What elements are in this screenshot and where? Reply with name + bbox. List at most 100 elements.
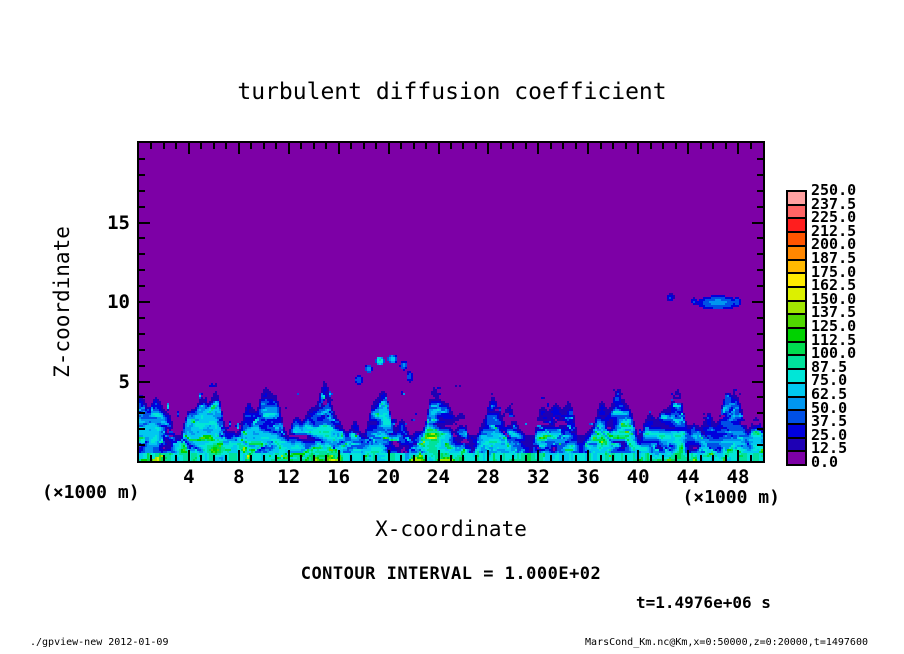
- tick-mark: [587, 143, 589, 154]
- x-tick-label: 44: [676, 466, 700, 488]
- tick-mark: [300, 143, 302, 149]
- tick-mark: [752, 301, 763, 303]
- colorbar-level-label: 87.5: [811, 357, 848, 376]
- tick-mark: [275, 455, 277, 461]
- tick-mark: [757, 206, 763, 208]
- tick-mark: [413, 143, 415, 149]
- colorbar-level-label: 100.0: [811, 344, 857, 363]
- tick-mark: [338, 143, 340, 154]
- colorbar-level-label: 175.0: [811, 262, 857, 281]
- footer-program-stamp: ./gpview-new 2012-01-09: [30, 637, 169, 648]
- tick-mark: [512, 455, 514, 461]
- x-tick-label: 40: [626, 466, 650, 488]
- tick-mark: [139, 301, 150, 303]
- tick-mark: [687, 450, 689, 461]
- tick-mark: [600, 455, 602, 461]
- colorbar-level-label: 200.0: [811, 235, 857, 254]
- colorbar-cell: [788, 327, 805, 341]
- tick-mark: [288, 143, 290, 154]
- tick-mark: [450, 455, 452, 461]
- tick-mark: [712, 455, 714, 461]
- x-tick-label: 4: [183, 466, 195, 488]
- tick-mark: [163, 455, 165, 461]
- tick-mark: [757, 174, 763, 176]
- tick-mark: [238, 450, 240, 461]
- tick-mark: [725, 143, 727, 149]
- x-tick-label: 16: [327, 466, 351, 488]
- tick-mark: [737, 143, 739, 154]
- tick-mark: [263, 455, 265, 461]
- colorbar-level-label: 150.0: [811, 289, 857, 308]
- tick-mark: [300, 455, 302, 461]
- tick-mark: [757, 349, 763, 351]
- tick-mark: [139, 285, 145, 287]
- tick-mark: [712, 143, 714, 149]
- tick-mark: [139, 381, 150, 383]
- colorbar: [786, 190, 807, 466]
- tick-mark: [752, 381, 763, 383]
- tick-mark: [737, 450, 739, 461]
- tick-mark: [757, 428, 763, 430]
- colorbar-cell: [788, 244, 805, 259]
- heatmap-canvas: [139, 143, 763, 461]
- tick-mark: [375, 455, 377, 461]
- tick-mark: [550, 143, 552, 149]
- x-tick-label: 32: [526, 466, 550, 488]
- tick-mark: [139, 349, 145, 351]
- tick-mark: [413, 455, 415, 461]
- tick-mark: [550, 455, 552, 461]
- colorbar-cell: [788, 340, 805, 355]
- colorbar-level-label: 0.0: [811, 453, 839, 471]
- tick-mark: [150, 143, 152, 149]
- tick-mark: [700, 143, 702, 149]
- tick-mark: [438, 143, 440, 154]
- tick-mark: [752, 222, 763, 224]
- x-tick-label: 28: [476, 466, 500, 488]
- tick-mark: [139, 333, 145, 335]
- tick-mark: [757, 396, 763, 398]
- x-axis-units: (×1000 m): [682, 487, 780, 508]
- colorbar-level-label: 162.5: [811, 276, 857, 295]
- tick-mark: [687, 143, 689, 154]
- tick-mark: [725, 455, 727, 461]
- colorbar-cell: [788, 395, 805, 410]
- tick-mark: [338, 450, 340, 461]
- tick-mark: [487, 143, 489, 154]
- tick-mark: [612, 143, 614, 149]
- y-tick-label: 10: [107, 291, 130, 313]
- tick-mark: [757, 253, 763, 255]
- tick-mark: [313, 143, 315, 149]
- tick-mark: [450, 143, 452, 149]
- tick-mark: [139, 269, 145, 271]
- tick-mark: [462, 455, 464, 461]
- tick-mark: [150, 455, 152, 461]
- y-tick-label: 5: [118, 370, 130, 393]
- colorbar-level-label: 12.5: [811, 439, 848, 458]
- x-tick-label: 24: [427, 466, 450, 488]
- colorbar-cell: [788, 436, 805, 451]
- tick-mark: [512, 143, 514, 149]
- tick-mark: [700, 455, 702, 461]
- tick-mark: [139, 396, 145, 398]
- x-tick-label: 8: [233, 466, 245, 488]
- tick-mark: [500, 455, 502, 461]
- colorbar-level-label: 37.5: [811, 412, 848, 431]
- tick-mark: [388, 143, 390, 154]
- colorbar-cell: [788, 299, 805, 314]
- colorbar-level-label: 187.5: [811, 249, 857, 267]
- contour-interval-note: CONTOUR INTERVAL = 1.000E+02: [300, 564, 602, 584]
- tick-mark: [139, 222, 150, 224]
- tick-mark: [757, 333, 763, 335]
- tick-mark: [175, 143, 177, 149]
- colorbar-level-label: 62.5: [811, 385, 848, 403]
- x-tick-label: 36: [576, 466, 600, 488]
- x-axis-label: X-coordinate: [375, 517, 527, 541]
- tick-mark: [250, 143, 252, 149]
- tick-mark: [213, 455, 215, 461]
- colorbar-cell: [788, 231, 805, 245]
- tick-mark: [537, 450, 539, 461]
- tick-mark: [363, 143, 365, 149]
- colorbar-cell: [788, 192, 805, 204]
- colorbar-level-label: 250.0: [811, 181, 857, 199]
- tick-mark: [757, 190, 763, 192]
